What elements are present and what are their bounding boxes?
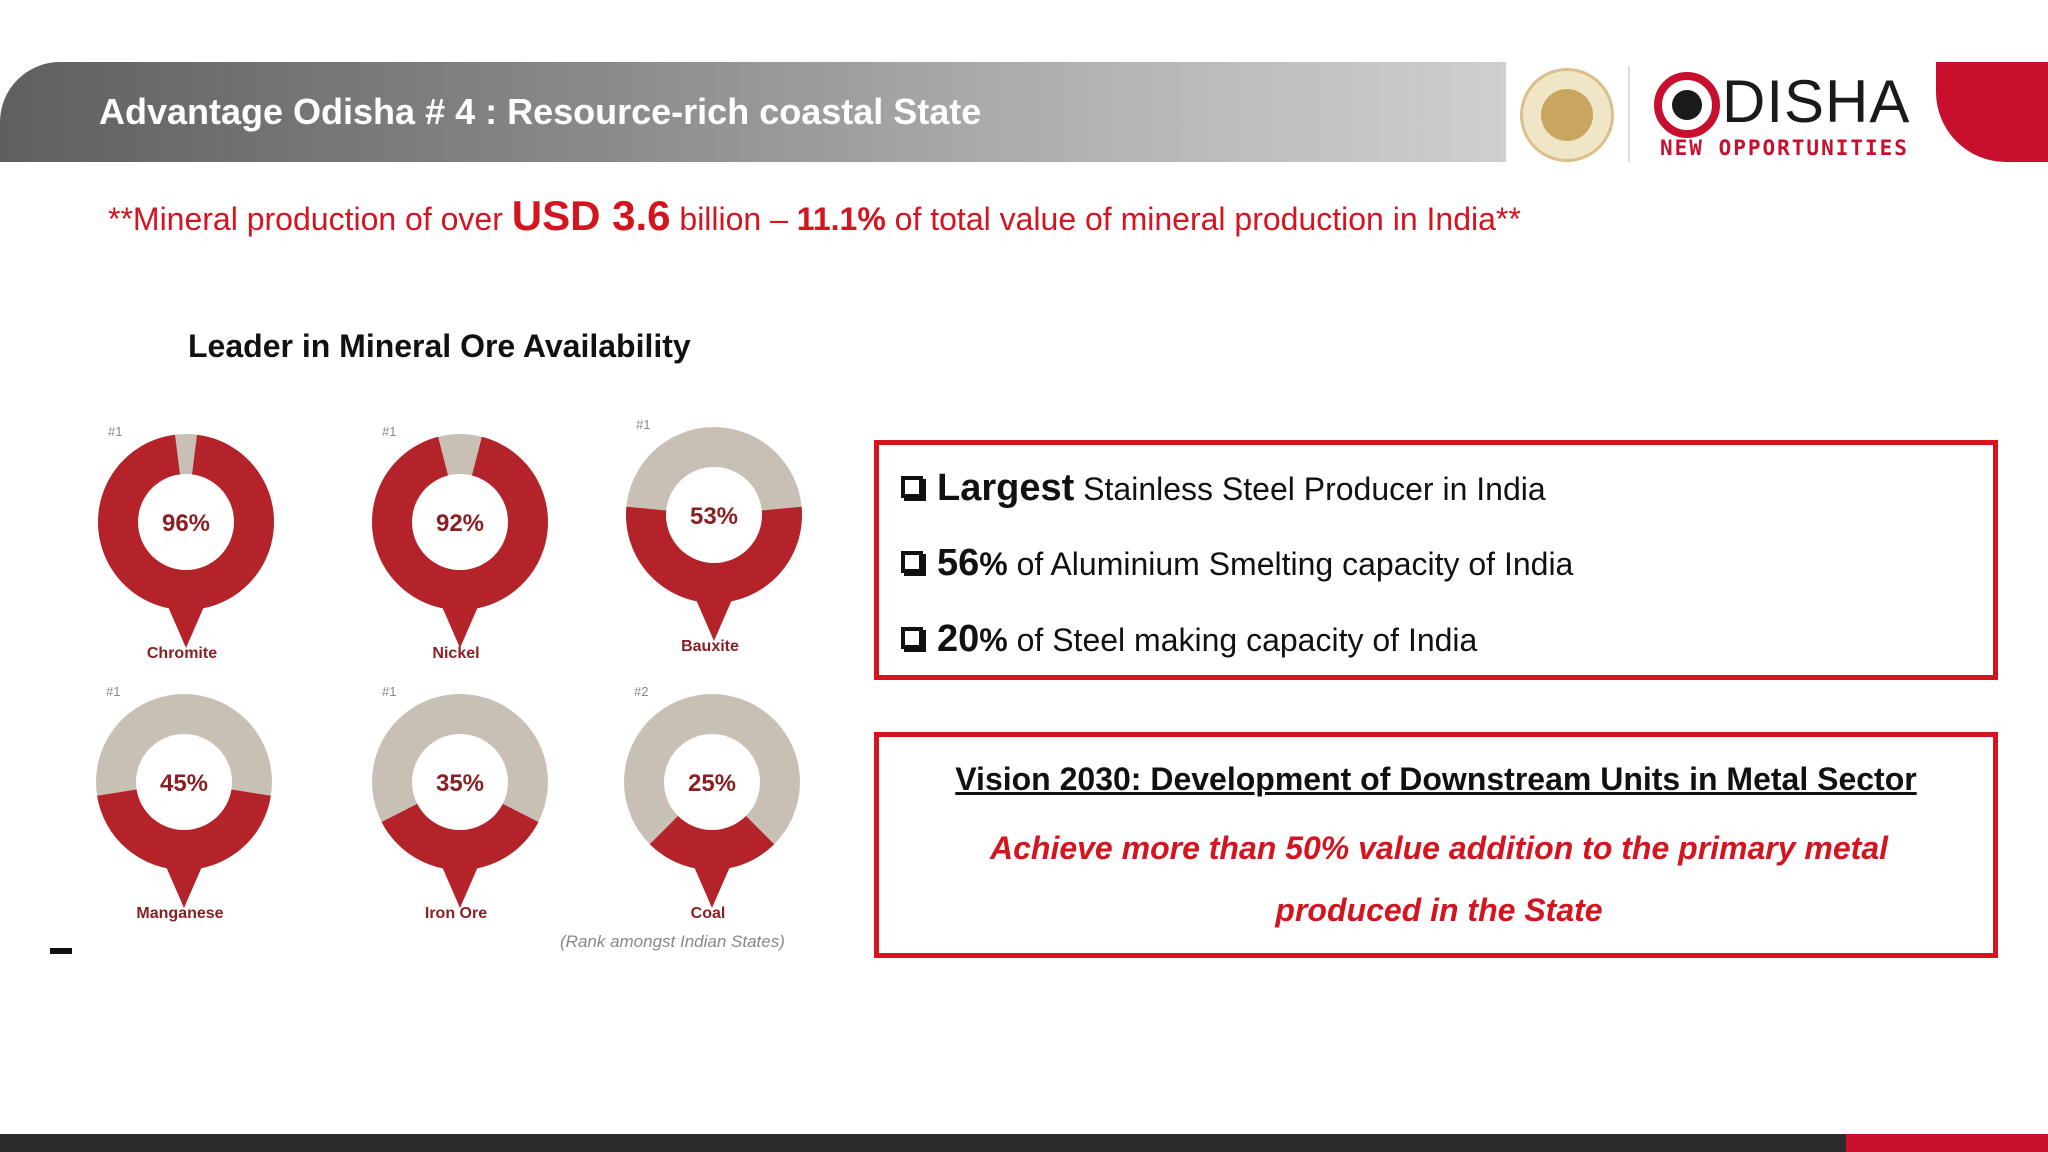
fact-unit: % — [979, 546, 1008, 582]
vision-line-2: produced in the State — [1275, 892, 1603, 928]
brand-tagline: NEW OPPORTUNITIES — [1660, 136, 1909, 160]
fact-row: Largest Stainless Steel Producer in Indi… — [901, 467, 1546, 510]
donut-hole — [666, 467, 762, 563]
footer-accent — [1846, 1134, 2048, 1152]
headline-suffix: of total value of mineral production in … — [885, 201, 1521, 237]
donut-manganese: 45% #1 Manganese — [96, 684, 272, 922]
donut-value-label: 35% — [436, 770, 484, 797]
checkbox-icon — [901, 551, 923, 573]
donut-category-label: Iron Ore — [425, 905, 487, 922]
slide-title: Advantage Odisha # 4 : Resource-rich coa… — [99, 91, 982, 132]
donut-hole — [412, 474, 508, 570]
fact-text: Stainless Steel Producer in India — [1074, 471, 1546, 507]
vision-title: Vision 2030: Development of Downstream U… — [955, 761, 1917, 797]
checkbox-icon — [901, 627, 923, 649]
donut-rank-label: #1 — [106, 684, 120, 699]
donut-value-label: 92% — [436, 510, 484, 537]
donut-value-label: 45% — [160, 770, 208, 797]
donut-pin — [694, 595, 734, 641]
donut-hole — [138, 474, 234, 570]
donut-category-label: Bauxite — [681, 638, 739, 655]
brand-word: DISHA — [1722, 68, 1911, 135]
donut-rank-label: #1 — [382, 684, 396, 699]
headline-middle: billion – — [670, 201, 797, 237]
donut-hole — [412, 734, 508, 830]
vision-box: Vision 2030: Development of Downstream U… — [874, 732, 1998, 958]
fact-unit: % — [979, 622, 1008, 658]
dash-mark — [50, 948, 72, 954]
vision-text: Achieve more than 50% value addition to … — [939, 817, 1939, 941]
facts-box: Largest Stainless Steel Producer in Indi… — [874, 440, 1998, 680]
donut-value-label: 25% — [688, 770, 736, 797]
logo-divider — [1628, 66, 1630, 162]
donut-pin — [692, 862, 732, 908]
header-band: Advantage Odisha # 4 : Resource-rich coa… — [0, 62, 1506, 162]
fact-row: 20% of Steel making capacity of India — [901, 618, 1477, 661]
donut-category-label: Nickel — [432, 645, 479, 662]
donut-pin — [440, 862, 480, 908]
donut-value-label: 53% — [690, 503, 738, 530]
headline-prefix: **Mineral production of over — [108, 201, 512, 237]
fact-lead: Largest — [937, 467, 1075, 509]
footer-bar — [0, 1134, 2048, 1152]
donut-iron-ore: 35% #1 Iron Ore — [372, 684, 548, 922]
donut-value-label: 96% — [162, 510, 210, 537]
logo-area: DISHA NEW OPPORTUNITIES — [1506, 58, 2048, 168]
fact-text: of Aluminium Smelting capacity of India — [1007, 546, 1574, 582]
donut-category-label: Coal — [691, 905, 726, 922]
donut-pin — [166, 602, 206, 648]
state-emblem-logo — [1520, 68, 1614, 162]
headline: **Mineral production of over USD 3.6 bil… — [108, 192, 1521, 240]
donut-hole — [136, 734, 232, 830]
donut-hole — [664, 734, 760, 830]
donut-coal: 25% #2 Coal — [624, 684, 800, 922]
fact-row: 56% of Aluminium Smelting capacity of In… — [901, 542, 1573, 585]
donut-rank-label: #1 — [636, 417, 650, 432]
vision-line-1: Achieve more than 50% value addition to … — [989, 830, 1889, 866]
donut-category-label: Manganese — [136, 905, 223, 922]
donut-nickel: 92% #1 Nickel — [372, 424, 549, 662]
fact-lead: 56 — [937, 542, 980, 584]
donut-bauxite: 53% #1 Bauxite — [626, 417, 802, 655]
rank-caption: (Rank amongst Indian States) — [560, 932, 785, 951]
donut-pin — [440, 602, 480, 648]
section-title: Leader in Mineral Ore Availability — [188, 328, 691, 364]
headline-share: 11.1% — [796, 201, 886, 237]
donut-rank-label: #2 — [634, 684, 648, 699]
donut-pin — [164, 862, 204, 908]
checkbox-icon — [901, 476, 923, 498]
fact-text: of Steel making capacity of India — [1007, 622, 1478, 658]
odisha-brand-ring-icon — [1654, 72, 1720, 138]
donut-category-label: Chromite — [147, 645, 217, 662]
donut-rank-label: #1 — [382, 424, 396, 439]
fact-lead: 20 — [937, 618, 980, 660]
donut-chromite: 96% #1 Chromite — [98, 424, 275, 662]
headline-amount: USD 3.6 — [511, 192, 671, 239]
donut-rank-label: #1 — [108, 424, 122, 439]
